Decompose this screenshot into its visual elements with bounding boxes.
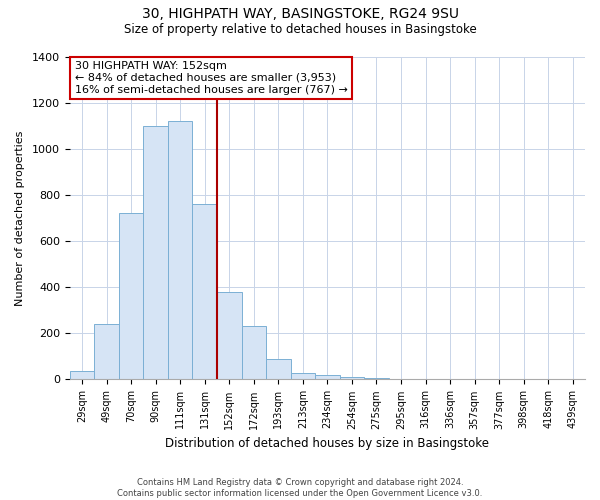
Bar (242, 326, 266, 380)
X-axis label: Distribution of detached houses by size in Basingstoke: Distribution of detached houses by size … (166, 437, 490, 450)
Bar (143, 126, 168, 380)
Text: 30, HIGHPATH WAY, BASINGSTOKE, RG24 9SU: 30, HIGHPATH WAY, BASINGSTOKE, RG24 9SU (142, 8, 458, 22)
Bar (315, 376, 340, 380)
Bar (340, 377, 364, 380)
Bar (70, 372, 94, 380)
Bar (364, 378, 389, 380)
Bar (193, 204, 217, 380)
Text: Size of property relative to detached houses in Basingstoke: Size of property relative to detached ho… (124, 22, 476, 36)
Bar (266, 358, 290, 380)
Text: 30 HIGHPATH WAY: 152sqm
← 84% of detached houses are smaller (3,953)
16% of semi: 30 HIGHPATH WAY: 152sqm ← 84% of detache… (75, 62, 348, 94)
Y-axis label: Number of detached properties: Number of detached properties (15, 130, 25, 306)
Bar (119, 214, 143, 380)
Bar (217, 292, 242, 380)
Bar (168, 121, 193, 380)
Text: Contains HM Land Registry data © Crown copyright and database right 2024.
Contai: Contains HM Land Registry data © Crown c… (118, 478, 482, 498)
Bar (94, 324, 119, 380)
Bar (290, 372, 315, 380)
